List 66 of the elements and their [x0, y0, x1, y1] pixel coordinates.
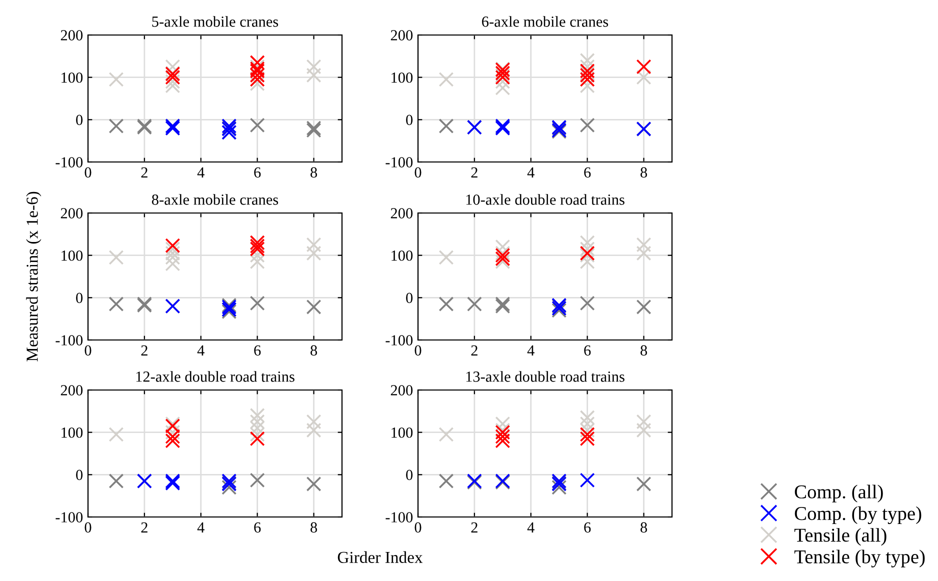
- chart-title: 5-axle mobile cranes: [152, 16, 278, 27]
- x-tick-label: 2: [141, 345, 148, 356]
- y-tick-label: 200: [60, 30, 83, 40]
- legend-label: Comp. (all): [794, 484, 883, 502]
- x-tick-label: 6: [254, 167, 261, 178]
- x-tick-label: 6: [584, 167, 591, 178]
- y-tick-label: -100: [386, 335, 413, 346]
- chart-title: 13-axle double road trains: [466, 371, 624, 382]
- y-tick-label: 0: [406, 470, 413, 480]
- x-tick-label: 0: [414, 167, 422, 178]
- y-tick-label: -100: [56, 335, 83, 346]
- x-tick-label: 0: [84, 345, 92, 356]
- y-tick-label: 100: [392, 72, 413, 83]
- y-tick-label: 200: [390, 30, 413, 40]
- y-tick-label: 0: [76, 292, 83, 304]
- x-tick-label: 4: [527, 345, 534, 356]
- y-tick-label: -100: [56, 157, 83, 168]
- x-tick-label: 2: [471, 167, 478, 178]
- x-tick-label: 2: [141, 522, 148, 532]
- x-tick-label: 8: [640, 167, 648, 178]
- x-tick-label: 4: [527, 167, 534, 178]
- chart-title: 8-axle mobile cranes: [152, 194, 278, 205]
- x-tick-label: 8: [310, 522, 318, 533]
- x-tick-label: 0: [414, 345, 422, 356]
- x-tick-label: 0: [414, 522, 422, 533]
- y-tick-label: 100: [62, 72, 83, 83]
- y-tick-label: 200: [60, 208, 83, 218]
- y-tick-label: 0: [76, 114, 83, 126]
- x-tick-label: 4: [197, 345, 204, 356]
- x-tick-label: 8: [640, 345, 648, 356]
- x-tick-label: 0: [84, 522, 92, 533]
- y-tick-label: 100: [392, 427, 413, 438]
- x-tick-label: 6: [584, 522, 591, 533]
- y-tick-label: 0: [76, 470, 83, 480]
- x-tick-label: 4: [197, 522, 204, 532]
- y-tick-label: 200: [390, 208, 413, 218]
- y-tick-label: 100: [62, 250, 83, 261]
- x-tick-label: 4: [527, 522, 534, 532]
- y-axis-title: Measured strains (x 1e-6): [26, 192, 42, 362]
- chart-title: 6-axle mobile cranes: [482, 16, 608, 27]
- y-tick-label: 200: [390, 385, 413, 396]
- x-tick-label: 6: [254, 522, 261, 533]
- x-tick-label: 8: [310, 167, 318, 178]
- x-tick-label: 6: [584, 345, 591, 356]
- legend-label: Tensile (by type): [794, 550, 925, 568]
- x-tick-label: 2: [141, 167, 148, 178]
- y-tick-label: 100: [62, 427, 83, 438]
- x-tick-label: 0: [84, 167, 92, 178]
- x-axis-title: Girder Index: [338, 551, 423, 564]
- y-tick-label: 0: [406, 292, 413, 304]
- legend-label: Tensile (all): [794, 528, 886, 546]
- x-tick-label: 4: [197, 167, 204, 178]
- x-tick-label: 8: [640, 522, 648, 533]
- y-tick-label: 100: [392, 250, 413, 261]
- y-tick-label: 0: [406, 114, 413, 126]
- legend-label: Comp. (by type): [794, 506, 922, 524]
- x-tick-label: 2: [471, 522, 478, 532]
- chart-title: 12-axle double road trains: [136, 371, 294, 382]
- y-tick-label: -100: [386, 512, 413, 522]
- x-tick-label: 8: [310, 345, 318, 356]
- y-tick-label: -100: [56, 512, 83, 522]
- chart-title: 10-axle double road trains: [466, 194, 624, 205]
- x-tick-label: 6: [254, 345, 261, 356]
- y-tick-label: 200: [60, 385, 83, 396]
- y-tick-label: -100: [386, 157, 413, 168]
- x-tick-label: 2: [471, 345, 478, 356]
